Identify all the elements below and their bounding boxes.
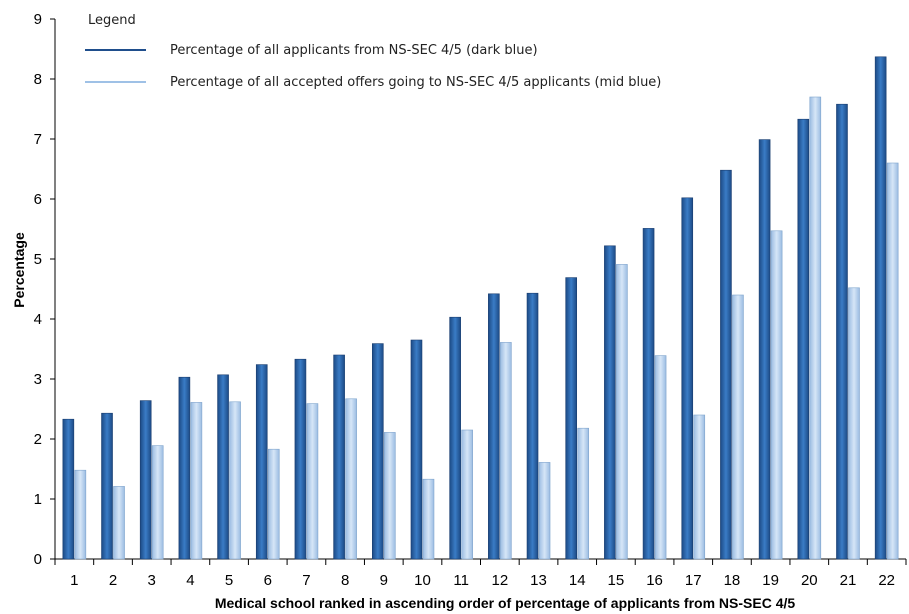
y-tick-label: 0 xyxy=(34,551,42,568)
legend-label-applicants: Percentage of all applicants from NS-SEC… xyxy=(170,43,538,58)
bar-applicants xyxy=(217,374,229,560)
legend-label-accepted-offers: Percentage of all accepted offers going … xyxy=(170,75,661,90)
bar-accepted-offers xyxy=(151,445,164,560)
x-tick-label: 18 xyxy=(724,572,741,589)
bar-applicants xyxy=(642,228,655,560)
bar-applicants xyxy=(62,418,75,560)
x-tick-label: 16 xyxy=(646,572,663,589)
x-tick-label: 20 xyxy=(801,572,818,589)
x-tick-label: 2 xyxy=(109,572,117,589)
bars xyxy=(62,56,899,560)
x-tick-label: 11 xyxy=(453,572,469,589)
bar-applicants xyxy=(139,400,152,560)
bar-applicants xyxy=(449,316,461,560)
bar-accepted-offers xyxy=(886,162,899,560)
bar-applicants xyxy=(604,245,616,560)
y-tick-label: 8 xyxy=(34,71,42,88)
bar-accepted-offers xyxy=(654,355,667,560)
x-tick-label: 4 xyxy=(186,572,194,589)
bar-applicants xyxy=(565,277,578,560)
bar-accepted-offers xyxy=(267,448,280,560)
y-tick-label: 6 xyxy=(34,191,42,208)
bar-accepted-offers xyxy=(345,398,357,560)
x-tick-label: 13 xyxy=(530,572,547,589)
bar-accepted-offers xyxy=(190,402,203,560)
bar-applicants xyxy=(333,354,345,560)
bar-applicants xyxy=(255,364,268,560)
bar-accepted-offers xyxy=(306,403,319,560)
bar-accepted-offers xyxy=(538,462,551,560)
x-axis-title: Medical school ranked in ascending order… xyxy=(215,595,796,611)
x-tick-label: 6 xyxy=(264,572,272,589)
bar-accepted-offers xyxy=(113,486,125,560)
x-tick-label: 14 xyxy=(569,572,586,589)
x-tick-label: 3 xyxy=(148,572,156,589)
bar-applicants xyxy=(758,139,771,560)
bar-applicants xyxy=(720,169,732,560)
y-tick-label: 3 xyxy=(34,371,42,388)
x-tick-label: 8 xyxy=(341,572,349,589)
x-axis: 1 2 3 4 5 6 7 8 9 10 11 12 13 14 15 16 17 18 19 20 21 22 xyxy=(54,558,907,589)
bar-applicants xyxy=(488,293,500,560)
x-tick-label: 10 xyxy=(414,572,431,589)
bar-accepted-offers xyxy=(693,414,706,560)
bar-accepted-offers xyxy=(461,429,473,560)
x-tick-label: 17 xyxy=(685,572,702,589)
bar-accepted-offers xyxy=(422,478,435,560)
y-axis-title: Percentage xyxy=(11,232,27,308)
bar-accepted-offers xyxy=(229,401,241,560)
bar-applicants xyxy=(526,292,539,560)
x-tick-label: 7 xyxy=(302,572,310,589)
bar-accepted-offers xyxy=(616,264,628,560)
bar-accepted-offers xyxy=(809,96,822,560)
y-tick-label: 2 xyxy=(34,431,42,448)
y-tick-label: 7 xyxy=(34,131,42,148)
y-tick-label: 4 xyxy=(34,311,42,328)
x-tick-label: 21 xyxy=(840,572,857,589)
x-tick-label: 22 xyxy=(878,572,895,589)
bar-applicants xyxy=(874,56,887,560)
bar-accepted-offers xyxy=(500,342,512,560)
bar-accepted-offers xyxy=(770,230,783,560)
bar-applicants xyxy=(294,358,307,560)
y-axis: 0 1 2 3 4 5 6 7 8 9 xyxy=(34,11,56,568)
bar-applicants xyxy=(797,118,810,560)
bar-accepted-offers xyxy=(848,287,860,560)
y-tick-label: 5 xyxy=(34,251,42,268)
bar-applicants xyxy=(681,197,694,560)
x-tick-label: 5 xyxy=(225,572,233,589)
bar-applicants xyxy=(836,103,848,560)
bar-accepted-offers xyxy=(577,427,590,560)
legend: Legend Percentage of all applicants from… xyxy=(85,13,661,90)
x-tick-label: 15 xyxy=(608,572,625,589)
y-tick-label: 1 xyxy=(34,491,42,508)
y-tick-label: 9 xyxy=(34,11,42,28)
bar-accepted-offers xyxy=(383,432,396,560)
x-tick-label: 9 xyxy=(380,572,388,589)
bar-applicants xyxy=(371,343,384,560)
bar-accepted-offers xyxy=(74,469,87,560)
x-tick-label: 19 xyxy=(762,572,779,589)
bar-applicants xyxy=(178,376,191,560)
legend-title: Legend xyxy=(88,13,136,28)
x-tick-label: 1 xyxy=(70,572,78,589)
x-tick-label: 12 xyxy=(491,572,508,589)
bar-applicants xyxy=(410,339,423,560)
bar-accepted-offers xyxy=(732,294,744,560)
bar-applicants xyxy=(101,412,113,560)
